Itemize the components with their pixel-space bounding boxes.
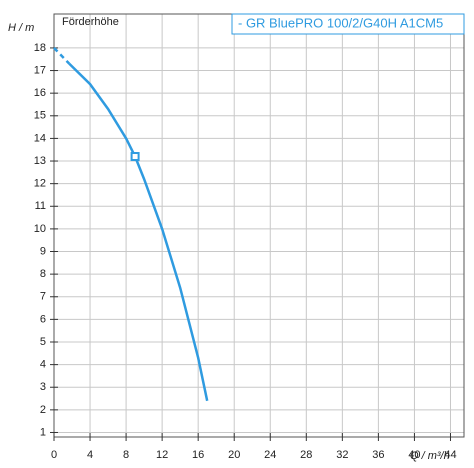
curve-extrapolated [53,47,71,65]
y-tick-label: 15 [34,110,46,122]
y-tick-label: 2 [40,404,46,416]
y-tick-label: 4 [40,359,46,371]
legend-box [231,13,465,35]
curve [68,62,209,402]
y-tick-label: 18 [34,42,46,54]
y-tick-label: 10 [34,223,46,235]
x-tick-label: 32 [336,449,348,461]
y-tick-label: 14 [34,132,46,144]
y-tick-label: 17 [34,64,46,76]
y-tick-label: 5 [40,336,46,348]
legend-entry: - GR BluePRO 100/2/G40H A1CM5 [238,15,443,30]
x-tick-label: 36 [372,449,384,461]
x-tick-label: 28 [300,449,312,461]
x-tick-label: 44 [444,449,456,461]
y-axis-label: H / m [8,22,34,34]
y-tick-label: 6 [40,313,46,325]
x-tick-label: 20 [228,449,240,461]
chart-title: Förderhöhe [62,16,119,28]
y-tick-label: 11 [35,200,46,212]
x-tick-label: 16 [192,449,204,461]
x-tick-label: 4 [87,449,93,461]
y-tick-label: 13 [34,155,46,167]
y-tick-label: 3 [40,381,46,393]
x-tick-label: 8 [123,449,129,461]
x-axis-label: Q / m³/h [410,450,450,462]
plot-frame [53,13,465,438]
y-tick-label: 8 [40,268,46,280]
operating-point [130,152,140,162]
y-tick-label: 16 [34,87,46,99]
x-tick-label: 24 [264,449,276,461]
y-tick-label: 1 [40,426,46,438]
y-tick-label: 9 [40,245,46,257]
y-tick-label: 12 [34,178,46,190]
x-tick-label: 12 [156,449,168,461]
x-tick-label: 40 [408,449,420,461]
x-tick-label: 0 [51,449,57,461]
y-tick-label: 7 [40,291,46,303]
